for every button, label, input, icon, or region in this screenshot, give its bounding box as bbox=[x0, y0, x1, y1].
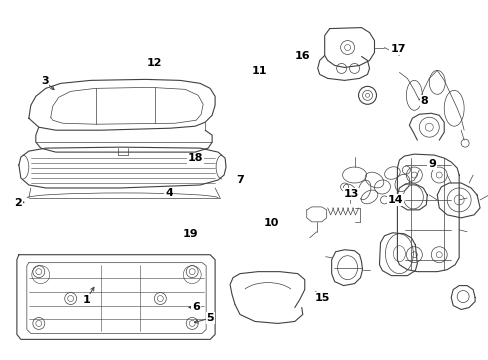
Text: 1: 1 bbox=[82, 295, 90, 305]
Text: 14: 14 bbox=[387, 195, 403, 205]
Text: 17: 17 bbox=[389, 44, 405, 54]
Text: 7: 7 bbox=[235, 175, 243, 185]
Text: 6: 6 bbox=[191, 302, 199, 312]
Text: 10: 10 bbox=[263, 218, 279, 228]
Text: 9: 9 bbox=[427, 159, 435, 169]
Text: 15: 15 bbox=[314, 293, 329, 303]
Text: 16: 16 bbox=[295, 51, 310, 61]
Text: 13: 13 bbox=[343, 189, 359, 199]
Text: 8: 8 bbox=[420, 96, 427, 106]
Text: 19: 19 bbox=[183, 229, 198, 239]
Text: 11: 11 bbox=[251, 66, 266, 76]
Text: 12: 12 bbox=[146, 58, 162, 68]
Text: 18: 18 bbox=[188, 153, 203, 163]
Text: 5: 5 bbox=[206, 313, 214, 323]
Text: 4: 4 bbox=[165, 188, 173, 198]
Text: 2: 2 bbox=[14, 198, 22, 208]
Text: 3: 3 bbox=[41, 76, 48, 86]
